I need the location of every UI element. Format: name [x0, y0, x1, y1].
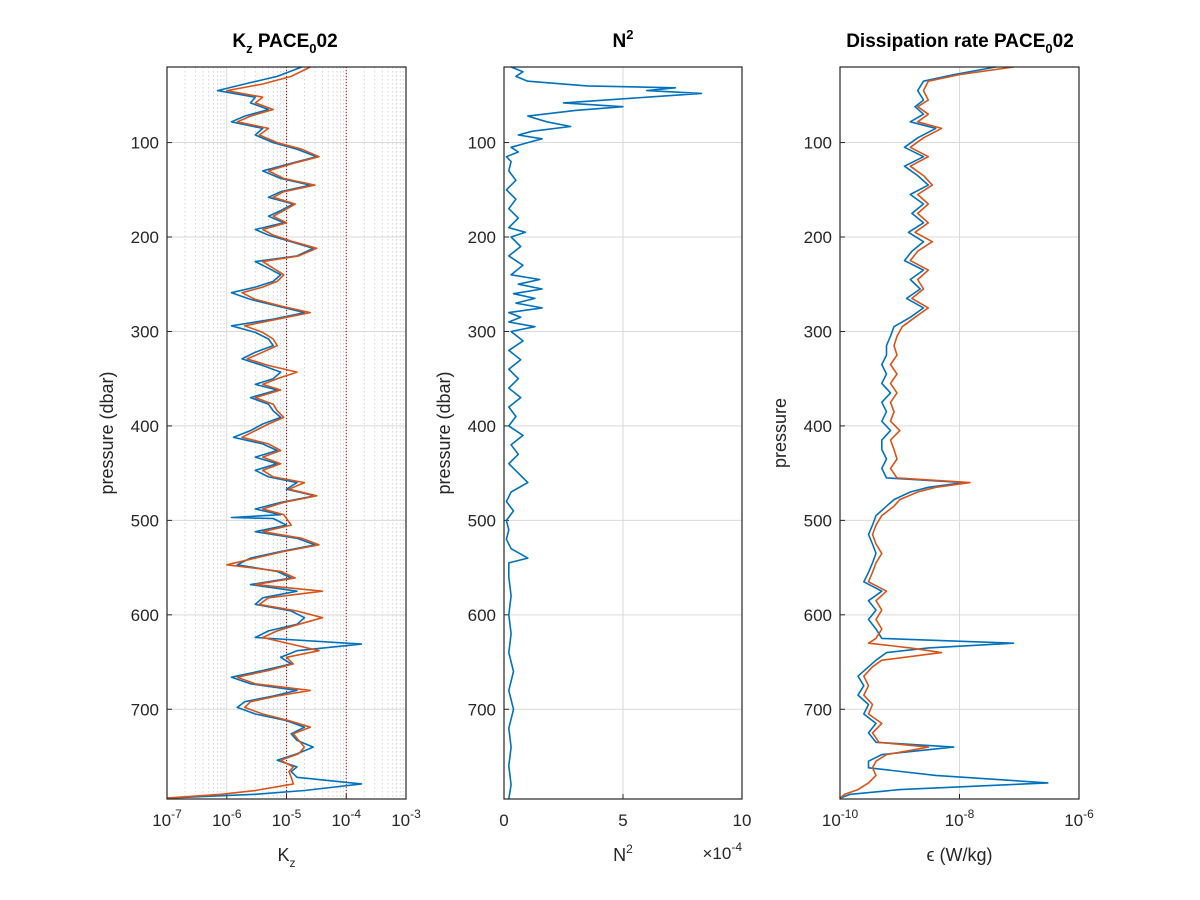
eps-y-tick-label: 200	[804, 228, 832, 247]
kz-x-axis-label: Kz	[277, 845, 295, 870]
eps-axes-box	[839, 66, 1080, 800]
n2-y-tick-label: 600	[468, 606, 496, 625]
kz-x-tick-label: 10-6	[212, 807, 242, 830]
n2-y-tick-label: 200	[468, 228, 496, 247]
eps-series-line-1	[839, 66, 1049, 799]
n2-axes-box	[503, 66, 743, 800]
eps-series-line-2	[839, 66, 1014, 799]
kz-x-tick-label: 10-3	[391, 807, 421, 830]
n2-y-tick-label: 100	[468, 134, 496, 153]
kz-y-tick-label: 300	[131, 322, 159, 341]
n2-y-tick-label: 700	[468, 700, 496, 719]
eps-y-tick-label: 300	[804, 322, 832, 341]
panel-n2: N2 0 5 10 100 200 300 400 500 600 700 pressure (db…	[434, 27, 751, 865]
kz-y-tick-label: 600	[131, 606, 159, 625]
kz-y-tick-label: 700	[131, 700, 159, 719]
kz-x-tick-label: 10-7	[152, 807, 182, 830]
kz-x-tick-label: 10-5	[272, 807, 302, 830]
eps-title: Dissipation rate PACE002	[846, 31, 1074, 56]
eps-x-tick-label: 10-6	[1064, 807, 1094, 830]
n2-y-tick-label: 400	[468, 417, 496, 436]
n2-y-tick-label: 300	[468, 322, 496, 341]
eps-x-tick-label: 10-10	[822, 807, 859, 830]
panel-eps: Dissipation rate PACE002 10-10 10-8 10-6 10…	[770, 31, 1094, 865]
eps-x-axis-label: ϵ (W/kg)	[927, 845, 993, 865]
kz-title: Kz PACE002	[232, 31, 337, 56]
panel-kz: Kz PACE002 10-7 10-6 10-5 10-4 10-3 100 200 300…	[97, 31, 421, 870]
n2-title: N2	[613, 27, 634, 52]
eps-y-tick-label: 700	[804, 700, 832, 719]
kz-y-tick-label: 500	[131, 511, 159, 530]
eps-y-tick-label: 500	[804, 511, 832, 530]
kz-y-tick-label: 400	[131, 417, 159, 436]
eps-y-tick-label: 100	[804, 134, 832, 153]
n2-x-scale-factor: ×10-4	[702, 840, 742, 863]
n2-y-tick-label: 500	[468, 511, 496, 530]
kz-y-tick-label: 100	[131, 134, 159, 153]
eps-y-tick-label: 600	[804, 606, 832, 625]
n2-y-axis-label: pressure (dbar)	[434, 371, 454, 494]
n2-x-axis-label: N2	[613, 842, 633, 865]
kz-y-tick-label: 200	[131, 228, 159, 247]
kz-y-axis-label: pressure (dbar)	[97, 371, 117, 494]
n2-x-tick-label: 10	[733, 811, 752, 830]
kz-x-tick-label: 10-4	[331, 807, 361, 830]
eps-y-tick-label: 400	[804, 417, 832, 436]
eps-x-tick-label: 10-8	[945, 807, 975, 830]
n2-x-tick-label: 5	[618, 811, 627, 830]
kz-series-line-2	[166, 66, 324, 799]
eps-y-axis-label: pressure	[770, 398, 790, 468]
n2-x-tick-label: 0	[499, 811, 508, 830]
n2-series-line-1	[505, 66, 703, 800]
kz-axes-box	[166, 66, 407, 800]
kz-series-line-1	[166, 66, 363, 799]
